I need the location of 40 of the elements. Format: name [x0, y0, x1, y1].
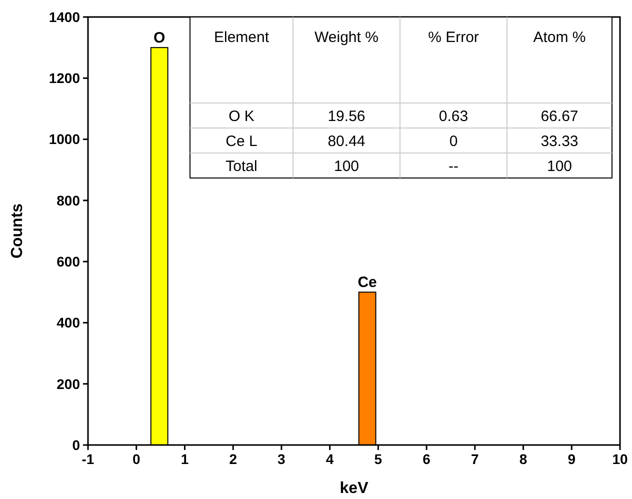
- y-tick-label: 400: [56, 314, 80, 331]
- x-tick-label: 2: [229, 451, 238, 467]
- text: 80.44: [328, 133, 366, 150]
- text: --: [448, 158, 458, 175]
- annotation: Ce: [358, 274, 377, 292]
- text: 33.33: [540, 133, 578, 150]
- x-tick-label: 10: [612, 451, 628, 467]
- y-tick-label: 800: [56, 192, 80, 208]
- y-tick-label: 0: [72, 436, 80, 453]
- x-tick-label: 9: [568, 451, 576, 467]
- category-label: Total: [226, 158, 258, 175]
- category-label: Element: [214, 29, 270, 46]
- x-tick-label: 8: [519, 451, 528, 467]
- text: 66.67: [540, 108, 578, 125]
- x-tick-label: 6: [422, 451, 431, 467]
- y-tick-label: 600: [56, 253, 80, 270]
- category-label: O K: [228, 108, 254, 125]
- y-tick-label: 1400: [48, 8, 80, 25]
- text: 0.63: [438, 108, 468, 125]
- category-label: Atom %: [533, 29, 586, 46]
- x-axis-title: keV: [340, 480, 369, 497]
- x-tick-label: 3: [278, 451, 286, 467]
- category-label: Weight %: [314, 29, 378, 46]
- category-label: Ce L: [226, 133, 258, 150]
- x-tick-label: 5: [374, 451, 382, 467]
- text: 0: [449, 133, 458, 150]
- y-axis-title: Counts: [9, 203, 26, 259]
- text: 100: [546, 158, 572, 175]
- annotation: O: [154, 30, 166, 47]
- x-tick-label: -1: [82, 451, 94, 467]
- y-tick-label: 1200: [48, 70, 80, 86]
- y-tick-label: 1000: [48, 131, 80, 148]
- text: 100: [334, 158, 360, 175]
- x-tick-label: 7: [471, 451, 480, 467]
- category-label: % Error: [428, 29, 479, 46]
- x-tick-label: 4: [326, 451, 334, 467]
- y-tick-label: 200: [56, 376, 80, 392]
- x-tick-label: 1: [180, 451, 189, 467]
- x-tick-label: 0: [132, 451, 140, 467]
- text: 19.56: [328, 108, 366, 125]
